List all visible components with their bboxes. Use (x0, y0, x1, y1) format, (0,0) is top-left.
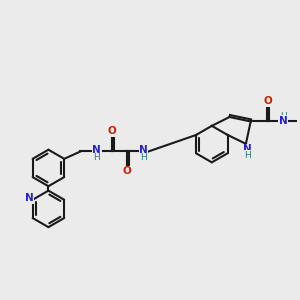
Text: O: O (264, 96, 273, 106)
Text: H: H (280, 112, 286, 121)
Text: H: H (244, 151, 251, 160)
Text: H: H (93, 153, 100, 162)
Text: H: H (140, 153, 147, 162)
Text: N: N (279, 116, 287, 126)
Text: N: N (25, 193, 33, 203)
Text: N: N (243, 144, 252, 154)
Text: O: O (123, 167, 132, 176)
Text: O: O (108, 126, 116, 136)
Text: N: N (92, 145, 101, 155)
Text: N: N (139, 145, 148, 155)
